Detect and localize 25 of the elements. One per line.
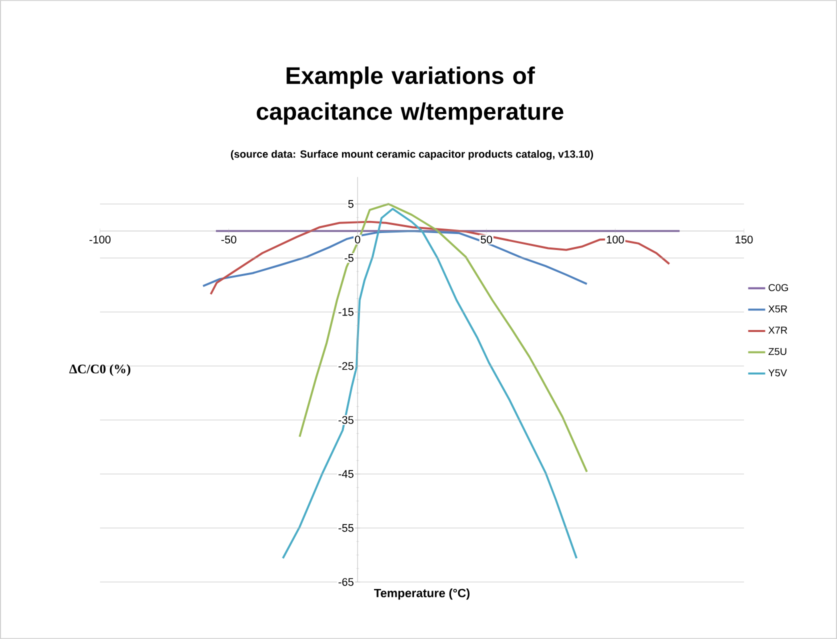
y-tick-label: -55 xyxy=(338,524,354,532)
legend-label: Y5V xyxy=(768,369,787,376)
legend-label: X7R xyxy=(768,326,788,334)
y-tick-label: 5 xyxy=(348,200,354,208)
legend-label: X5R xyxy=(768,305,788,312)
y-tick-label: -65 xyxy=(338,578,354,586)
x-tick-label: -50 xyxy=(221,236,236,244)
x-tick-label: 0 xyxy=(354,236,360,244)
y-tick-label: -35 xyxy=(338,416,354,424)
x-tick-label: 150 xyxy=(736,236,753,244)
line-series xyxy=(282,208,578,560)
line-series xyxy=(202,230,588,288)
legend-label: Z5U xyxy=(768,348,786,356)
legend-label: C0G xyxy=(768,284,788,292)
chart-subtitle: (source data: Surface mount ceramic capacitor products catalog, v13.10) xyxy=(230,150,594,160)
chart-title: Example variations of capacitance w/temperature xyxy=(256,66,564,125)
x-tick-label: -100 xyxy=(90,236,111,244)
y-tick-label: -15 xyxy=(338,308,354,316)
line-series xyxy=(210,220,670,296)
y-tick-label: -5 xyxy=(344,254,354,262)
x-axis-title: Temperature (°C) xyxy=(374,588,470,600)
y-axis-title: ΔC/C0 (%) xyxy=(69,364,130,376)
y-tick-label: -25 xyxy=(338,362,354,370)
y-tick-label: -45 xyxy=(338,470,354,478)
x-tick-label: 50 xyxy=(480,236,492,244)
